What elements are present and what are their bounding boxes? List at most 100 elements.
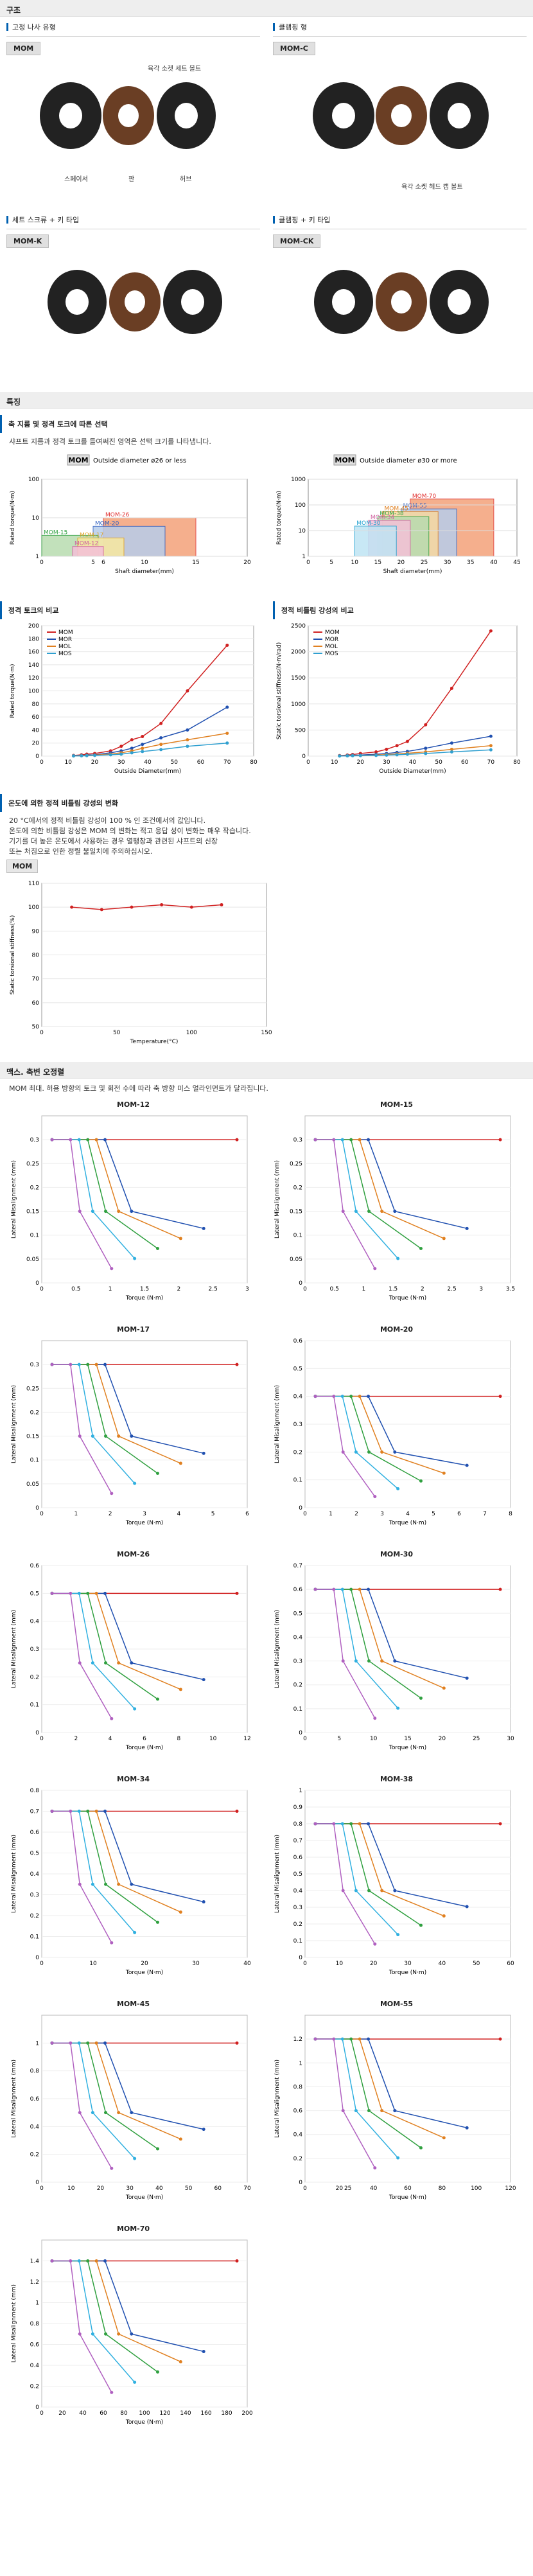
y-tick: 0.2 bbox=[30, 2152, 39, 2158]
data-point bbox=[225, 741, 229, 745]
data-point bbox=[69, 2259, 73, 2263]
x-tick: 10 bbox=[141, 560, 148, 566]
x-tick: 20 bbox=[141, 1961, 148, 1967]
chart-title: Outside diameter ø30 or more bbox=[360, 457, 457, 464]
x-tick: 30 bbox=[444, 560, 451, 566]
x-tick: 20 bbox=[370, 1961, 378, 1967]
section-misalignment: 맥스. 축변 오정렬 bbox=[0, 1062, 533, 1079]
data-point bbox=[424, 746, 428, 750]
y-label: Lateral Misalignment (mm) bbox=[11, 1610, 17, 1688]
data-point bbox=[110, 1492, 114, 1495]
x-tick: 50 bbox=[435, 759, 442, 766]
series-line bbox=[315, 1139, 376, 1269]
misalignment-svg: 0 0.05 0.1 0.15 0.2 0.25 0.3 0 1 2 3 4 5 6 Torque (N·m… bbox=[11, 1340, 249, 1526]
data-point bbox=[385, 747, 389, 751]
data-point bbox=[110, 1716, 114, 1720]
data-point bbox=[159, 748, 163, 752]
chart-title: MOM-26 bbox=[116, 1550, 150, 1558]
x-label: Shaft diameter(mm) bbox=[383, 569, 442, 575]
data-point bbox=[395, 744, 399, 748]
y-label: Rated torque(N·m) bbox=[276, 491, 283, 545]
structure-mom-k: 세트 스크류 + 키 타입 MOM-K bbox=[6, 212, 260, 379]
data-point bbox=[117, 1210, 121, 1213]
data-point bbox=[424, 752, 428, 755]
legend-label: MOL bbox=[325, 644, 338, 650]
data-point bbox=[78, 1661, 82, 1665]
x-tick: 40 bbox=[79, 2410, 87, 2417]
y-tick: 0.5 bbox=[293, 1871, 302, 1878]
data-point bbox=[50, 1138, 54, 1142]
data-point bbox=[141, 746, 144, 750]
data-point bbox=[94, 2041, 98, 2045]
x-tick: 80 bbox=[439, 2185, 446, 2192]
data-point bbox=[117, 1882, 121, 1886]
x-tick: 150 bbox=[261, 1030, 272, 1036]
chart-title: MOM-30 bbox=[380, 1550, 414, 1558]
title-tag: MOM bbox=[68, 456, 88, 464]
misalignment-svg: 0 0.05 0.1 0.15 0.2 0.25 0.3 0 0.5 1 1.5 2 2.5 3 Torqu… bbox=[11, 1115, 249, 1301]
data-point bbox=[465, 1463, 469, 1467]
x-tick: 8 bbox=[177, 1736, 180, 1742]
y-tick: 0.05 bbox=[26, 1481, 39, 1488]
y-tick: 0.7 bbox=[30, 1809, 39, 1815]
title-tag-box bbox=[333, 454, 356, 466]
x-tick: 2.5 bbox=[447, 1286, 456, 1292]
data-point bbox=[91, 2111, 94, 2115]
y-tick: 0.1 bbox=[293, 1706, 302, 1713]
data-point bbox=[103, 2259, 107, 2263]
data-point bbox=[91, 2332, 94, 2336]
data-point bbox=[186, 738, 189, 742]
region-label: MOM-26 bbox=[105, 512, 130, 518]
x-tick: 3 bbox=[380, 1511, 384, 1517]
data-point bbox=[396, 1487, 400, 1491]
data-point bbox=[358, 1587, 362, 1591]
data-point bbox=[235, 1591, 239, 1595]
x-tick: 50 bbox=[171, 759, 179, 766]
y-tick: 0.8 bbox=[30, 2069, 40, 2075]
data-point bbox=[91, 1434, 94, 1438]
data-point bbox=[117, 2111, 121, 2115]
x-tick: 30 bbox=[404, 1961, 412, 1967]
x-tick: 70 bbox=[487, 759, 495, 766]
y-label: Lateral Misalignment (mm) bbox=[274, 1610, 281, 1688]
x-tick: 2 bbox=[177, 1286, 180, 1292]
data-point bbox=[313, 1395, 317, 1398]
x-tick: 5 bbox=[211, 1511, 215, 1517]
y-tick: 0.1 bbox=[30, 1934, 39, 1941]
misalignment-svg: 00.10.20.30.40.50.60.70.80.910 10 20 30 40 50… bbox=[274, 1788, 514, 1976]
series-line bbox=[52, 2260, 112, 2393]
y-tick: 0 bbox=[35, 754, 39, 760]
data-point bbox=[104, 1882, 108, 1886]
x-tick: 0 bbox=[40, 1030, 44, 1036]
x-tick: 10 bbox=[351, 560, 358, 566]
data-point bbox=[77, 1810, 81, 1813]
y-tick: 0.4 bbox=[293, 1888, 303, 1894]
y-tick: 10 bbox=[299, 528, 306, 534]
data-point bbox=[235, 2041, 239, 2045]
x-label: Outside Diameter(mm) bbox=[114, 768, 181, 775]
data-point bbox=[498, 1587, 502, 1591]
y-tick: 1 bbox=[299, 2060, 302, 2067]
x-tick: 2 bbox=[421, 1286, 424, 1292]
data-point bbox=[94, 1138, 98, 1142]
series-line bbox=[52, 1139, 112, 1269]
plot-area bbox=[308, 625, 518, 757]
y-tick: 0.1 bbox=[293, 1478, 302, 1484]
coupling-exploded-image bbox=[40, 82, 216, 149]
legend-label: MOL bbox=[58, 644, 71, 650]
y-tick: 0 bbox=[35, 1505, 39, 1512]
chart-title: MOM-38 bbox=[380, 1775, 414, 1783]
data-point bbox=[380, 1210, 384, 1213]
y-tick: 0.1 bbox=[293, 1938, 302, 1945]
data-point bbox=[141, 743, 144, 746]
y-tick: 0.6 bbox=[30, 2342, 40, 2349]
data-point bbox=[155, 1920, 159, 1924]
y-tick: 1000 bbox=[291, 477, 306, 483]
data-point bbox=[100, 908, 103, 912]
y-tick: 0 bbox=[35, 2404, 39, 2411]
rated-torque-svg: 0 20 40 60 80 100 120 140 160 180 200 0 10 20 30 40 50 60… bbox=[10, 623, 258, 775]
y-tick: 0 bbox=[299, 1955, 302, 1961]
data-point bbox=[186, 745, 189, 748]
